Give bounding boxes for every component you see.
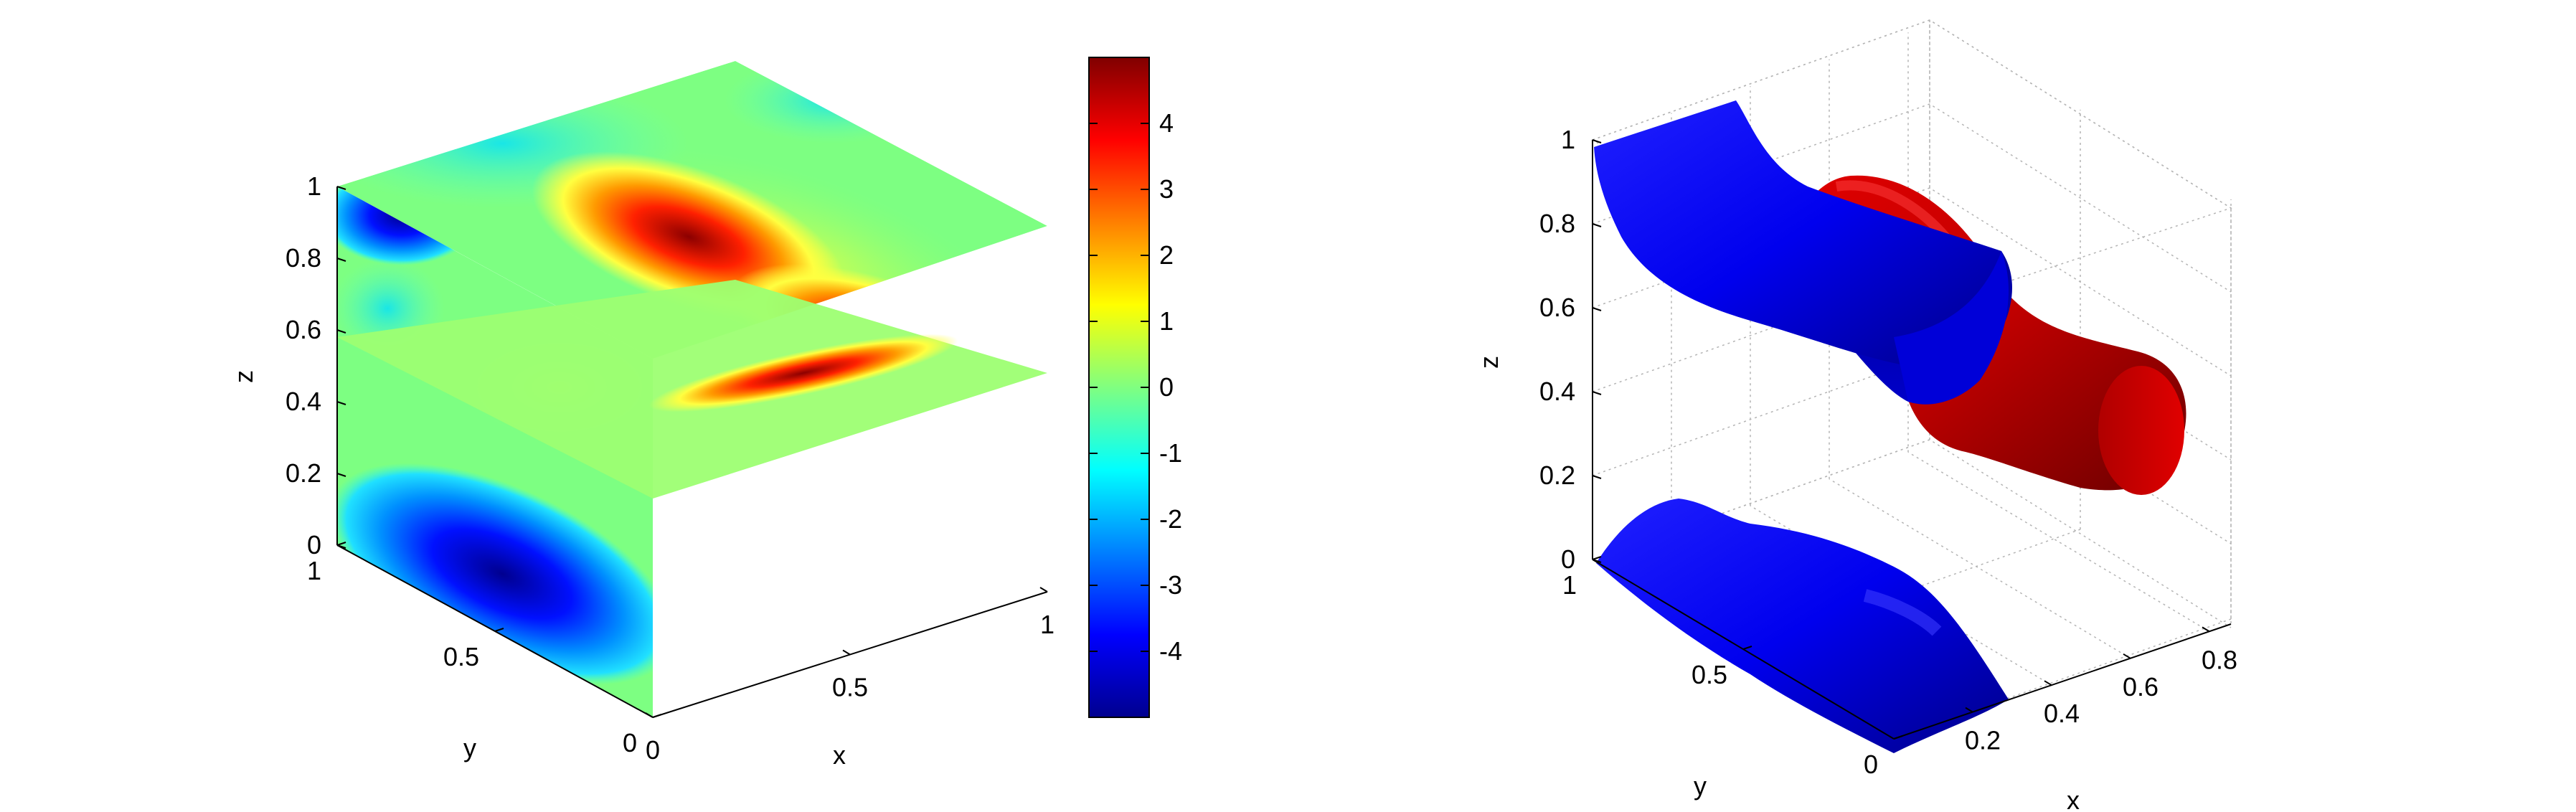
iso-z-tick [1592, 391, 1602, 395]
slice-z-ticks: 0 0.2 0.4 0.6 0.8 1 [286, 171, 346, 560]
slice-x-tick-label: 0.5 [832, 673, 868, 702]
slice-zlabel: z [229, 370, 258, 383]
slice-xlabel: x [833, 740, 846, 770]
slice-z-tick-label: 0.4 [286, 387, 321, 416]
iso-z-tick [1592, 475, 1602, 479]
slice-z-tick-label: 1 [307, 171, 321, 201]
iso-y-tick [1742, 646, 1752, 650]
iso-z-tick-label: 1 [1561, 125, 1575, 154]
slice-y-tick [494, 628, 504, 632]
blue-isosurface-lower [1596, 499, 2009, 753]
iso-x-tick [2044, 680, 2052, 686]
iso-z-tick-label: 0.4 [1539, 377, 1575, 406]
iso-ylabel: y [1694, 771, 1707, 801]
iso-grid-y [1893, 618, 2232, 740]
iso-x-tick [1965, 707, 1973, 713]
slice-x-tick [842, 649, 851, 656]
slice-z05 [337, 280, 1047, 499]
iso-grid-y [1592, 439, 1930, 560]
iso-x-tick [2202, 626, 2210, 633]
slice-y-tick-label: 1 [307, 556, 321, 585]
colorbar-tick-label: -3 [1159, 570, 1182, 600]
iso-z-tick-label: 0.8 [1539, 209, 1575, 238]
slice-x-ticks: 00.51 [645, 587, 1055, 765]
colorbar-tick-label: -4 [1159, 636, 1182, 666]
iso-y-tick [1592, 556, 1602, 560]
blue-isosurface-upper [1594, 100, 2012, 405]
slice-z-tick-label: 0.6 [286, 315, 321, 344]
slice-z-tick-label: 0 [307, 530, 321, 560]
slice-z-tick [336, 401, 346, 405]
slice-ylabel: y [463, 733, 476, 763]
slice-z-tick [336, 329, 346, 334]
iso-y-ticks: 00.51 [1562, 556, 1903, 779]
slice-z-tick [336, 473, 346, 477]
slice-x-tick [1039, 587, 1048, 593]
colorbar-tick-label: -2 [1159, 504, 1182, 534]
colorbar-gradient [1088, 57, 1150, 718]
iso-z-tick-label: 0.2 [1539, 461, 1575, 490]
iso-z-tick [1592, 559, 1602, 563]
slice-z-tick-label: 0.8 [286, 243, 321, 273]
iso-grid-x [1907, 451, 2210, 633]
iso-y-tick-label: 0.5 [1692, 660, 1727, 689]
iso-z-tick [1592, 139, 1602, 143]
slice-y-tick-label: 0 [623, 728, 637, 757]
iso-y-tick-label: 0 [1864, 750, 1878, 779]
iso-x-ticks: 0.2 0.4 0.6 0.8 [1965, 626, 2237, 755]
colorbar-tick-label: 0 [1159, 372, 1174, 402]
colorbar-tick-label: 3 [1159, 174, 1174, 204]
slice-y-tick-label: 0.5 [443, 642, 479, 671]
iso-z-ticks: 0 0.2 0.4 0.6 0.8 1 [1539, 125, 1602, 574]
iso-y-tick-label: 1 [1562, 570, 1577, 600]
iso-grid-z [1592, 103, 2232, 293]
slice-z-tick-label: 0.2 [286, 458, 321, 488]
isosurface-plot: 00.20.40.60.81 00.51 0.20.40.60.8 z y x [1474, 19, 2237, 812]
iso-grid-x [1750, 505, 2052, 686]
iso-z-tick [1592, 223, 1602, 227]
iso-y-tick [1893, 735, 1903, 740]
iso-grid-z [1592, 187, 2232, 377]
iso-x-tick-label: 0.4 [2044, 699, 2080, 728]
slice-x-tick-label: 0 [646, 735, 660, 765]
iso-z-tick-label: 0.6 [1539, 293, 1575, 322]
iso-x-tick-label: 0.6 [2123, 672, 2159, 702]
slice-z-tick [336, 258, 346, 262]
colorbar-tick-label: 1 [1159, 306, 1174, 336]
iso-zlabel: z [1474, 356, 1504, 369]
slice-plot: 00.20.40.60.81 00.51 00.51 z y x [229, 61, 1055, 770]
slice-z-tick [336, 544, 346, 549]
iso-x-tick [2123, 653, 2131, 659]
colorbar: -4 -3 -2 -1 0 1 2 3 4 [1088, 57, 1182, 718]
iso-x-tick-label: 0.2 [1965, 726, 2001, 755]
slice-y-tick [336, 542, 346, 546]
slice-y-tick [652, 714, 662, 718]
slice-x-tick [645, 712, 654, 718]
iso-xlabel: x [2067, 785, 2080, 812]
iso-grid-x [1829, 478, 2131, 659]
colorbar-tick-label: 4 [1159, 108, 1174, 138]
colorbar-ticks: -4 -3 -2 -1 0 1 2 3 4 [1089, 108, 1182, 666]
slice-z-tick [336, 186, 346, 190]
iso-x-tick-label: 0.8 [2202, 645, 2237, 674]
slice-y-ticks: 00.51 [307, 542, 662, 757]
slice-x-tick-label: 1 [1040, 610, 1055, 639]
colorbar-tick-label: -1 [1159, 438, 1182, 468]
iso-z-tick-label: 0 [1561, 544, 1575, 574]
colorbar-tick-label: 2 [1159, 240, 1174, 270]
iso-z-tick [1592, 307, 1602, 311]
